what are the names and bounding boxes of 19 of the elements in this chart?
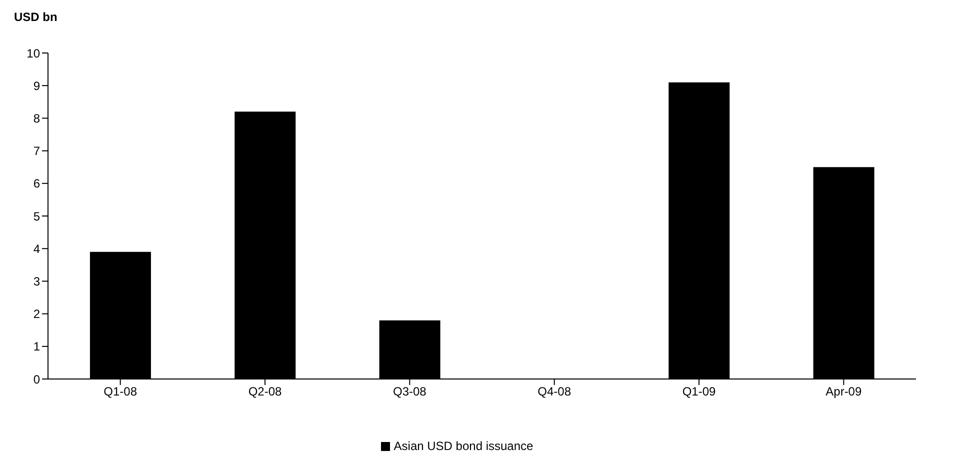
y-tick-label: 9 [33,78,40,93]
x-tick-label: Apr-09 [826,384,862,399]
y-axis-title: USD bn [14,10,58,24]
y-tick-label: 5 [33,209,40,224]
x-tick-label: Q1-09 [682,384,716,399]
y-tick-label: 8 [33,111,40,126]
y-tick-label: 7 [33,144,40,158]
y-tick-label: 0 [33,372,40,386]
x-tick-label: Q2-08 [248,384,282,399]
x-tick-label: Q4-08 [538,384,572,399]
legend-label: Asian USD bond issuance [394,439,534,453]
y-tick-label: 1 [33,340,40,354]
y-tick-label: 10 [26,46,40,60]
y-tick-label: 4 [33,242,40,256]
y-tick-label: 2 [33,307,40,322]
x-tick-label: Q3-08 [392,384,427,399]
x-tick-label: Q1-08 [104,384,138,399]
y-tick-label: 3 [33,274,40,288]
y-tick-label: 6 [33,176,40,191]
